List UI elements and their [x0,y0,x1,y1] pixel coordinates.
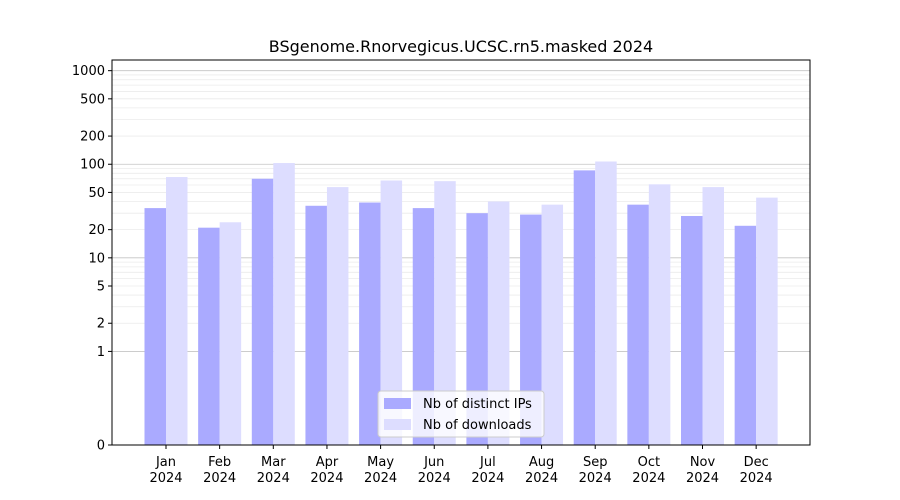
y-tick-label: 100 [80,158,105,173]
bar-downloads [595,161,617,445]
x-tick-label: 2024 [149,471,182,486]
bar-downloads [756,197,778,445]
bar-distinct-ips [681,215,703,445]
bar-downloads [702,187,724,445]
x-axis: Jan2024Feb2024Mar2024Apr2024May2024Jun20… [149,445,773,486]
x-tick-label: 2024 [686,471,719,486]
bars [144,161,778,446]
y-tick-label: 50 [88,186,105,201]
legend-label: Nb of downloads [423,418,532,433]
x-tick-label: Sep [583,455,608,470]
x-tick-label: Apr [316,455,339,470]
bar-distinct-ips [198,227,220,445]
bar-distinct-ips [466,213,488,445]
x-tick-label: 2024 [418,471,451,486]
x-tick-label: Nov [690,455,716,470]
bar-downloads [434,181,456,445]
x-tick-label: 2024 [257,471,290,486]
bar-downloads [380,180,403,446]
y-axis: 0 1 2 5 10 20 50 100 200 500 1000 [72,64,112,454]
x-tick-label: 2024 [525,471,558,486]
y-tick-label: 10 [88,251,105,266]
bar-distinct-ips [359,202,381,445]
y-tick-label: 5 [97,280,105,295]
y-tick-label: 500 [80,92,105,107]
bar-distinct-ips [627,204,649,445]
bar-downloads [166,177,188,446]
x-tick-label: 2024 [740,471,773,486]
legend-swatch [384,398,411,409]
legend-swatch [384,419,411,430]
x-tick-label: 2024 [203,471,236,486]
legend-box [377,390,545,438]
x-tick-label: 2024 [579,471,612,486]
bar-downloads [219,222,242,445]
plot-frame [111,59,811,446]
y-tick-label: 1000 [72,64,105,79]
bar-distinct-ips [520,214,542,445]
bar-downloads [648,184,671,445]
y-tick-label: 1 [97,345,105,360]
bar-distinct-ips [251,178,274,446]
legend: Nb of distinct IPs Nb of downloads [377,390,545,438]
bar-distinct-ips [573,170,596,445]
x-tick-label: May [367,455,394,470]
x-tick-label: Feb [208,455,231,470]
bar-distinct-ips [412,208,435,445]
chart-title: BSgenome.Rnorvegicus.UCSC.rn5.masked 202… [269,37,653,56]
x-tick-label: 2024 [471,471,504,486]
bar-downloads [541,204,564,445]
y-tick-label: 2 [97,317,105,332]
y-tick-label: 200 [80,130,105,145]
x-tick-label: Oct [638,455,660,470]
bar-downloads [273,163,295,445]
x-tick-label: 2024 [310,471,343,486]
bar-distinct-ips [305,205,327,445]
x-tick-label: Dec [744,455,769,470]
x-tick-label: Aug [529,455,554,470]
bar-downloads [487,201,510,445]
x-tick-label: 2024 [364,471,397,486]
bar-downloads [326,187,349,445]
bar-distinct-ips [144,208,166,445]
legend-label: Nb of distinct IPs [423,397,532,412]
y-tick-label: 20 [88,223,105,238]
x-tick-label: Jun [423,455,444,470]
x-tick-label: Jan [155,455,176,470]
x-tick-label: Jul [479,455,496,470]
x-tick-label: Mar [261,455,286,470]
x-tick-label: 2024 [632,471,665,486]
bar-distinct-ips [734,225,757,445]
y-tick-label: 0 [97,439,105,454]
